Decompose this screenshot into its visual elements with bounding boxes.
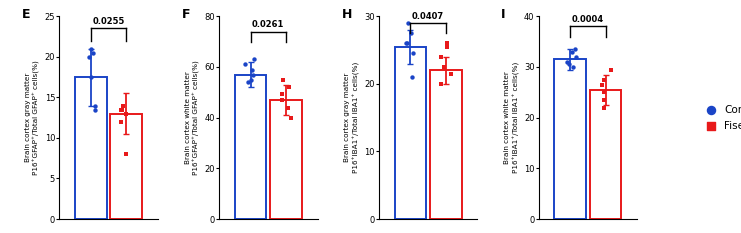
Point (406, 75, 418, 79)
Y-axis label: Brain cortex white matter
P16⁺GFAP⁺/Total GFAP⁺ cells(%): Brain cortex white matter P16⁺GFAP⁺/Tota… (185, 60, 200, 175)
Point (598, 78, 610, 82)
Bar (110, 114, 142, 219)
Point (401, 41, 413, 45)
Point (566, 50, 578, 54)
Bar (235, 75, 266, 219)
Bar (394, 47, 426, 219)
Point (242, 80, 253, 84)
Point (598, 98, 610, 102)
Text: 0.0261: 0.0261 (252, 21, 285, 30)
Point (283, 85, 295, 89)
Point (85, 47, 97, 51)
Bar (590, 90, 622, 219)
Point (441, 45, 453, 49)
Point (247, 73, 259, 76)
Point (435, 82, 447, 86)
Point (85, 75, 97, 79)
Point (239, 63, 251, 66)
Y-axis label: Brain cortex white matter
P16⁺IBA1⁺/Total IBA1⁺ cells(%): Brain cortex white matter P16⁺IBA1⁺/Tota… (504, 62, 519, 173)
Text: 0.0407: 0.0407 (412, 12, 444, 21)
Point (402, 21, 414, 25)
Point (561, 60, 573, 64)
Text: E: E (21, 8, 30, 21)
Bar (75, 77, 107, 219)
Point (442, 41, 453, 45)
Point (562, 63, 574, 66)
Text: 0.0255: 0.0255 (93, 17, 124, 27)
Y-axis label: Brain cortex gray matter
P16⁺GFAP⁺/Total GFAP⁺ cells(%): Brain cortex gray matter P16⁺GFAP⁺/Total… (25, 60, 41, 175)
Point (120, 152, 132, 156)
Text: 0.0004: 0.0004 (572, 15, 604, 24)
Point (405, 31, 416, 35)
Bar (270, 100, 302, 219)
Point (89, 108, 101, 111)
Point (605, 68, 617, 71)
Point (245, 78, 256, 82)
Point (439, 65, 451, 69)
Point (445, 72, 456, 75)
Bar (430, 70, 462, 219)
Bar (554, 59, 586, 219)
Text: F: F (182, 8, 190, 21)
Point (276, 98, 288, 102)
Point (89, 104, 101, 107)
Point (567, 65, 579, 69)
Point (87, 51, 99, 55)
Point (399, 41, 411, 45)
Point (435, 55, 447, 59)
Text: H: H (342, 8, 352, 21)
Point (120, 112, 132, 116)
Point (276, 92, 288, 96)
Point (596, 83, 608, 87)
Text: I: I (501, 8, 505, 21)
Point (116, 108, 127, 111)
Point (285, 116, 297, 120)
Point (247, 58, 259, 61)
Point (277, 78, 289, 82)
Point (598, 106, 610, 110)
Point (82, 55, 94, 59)
Point (116, 120, 127, 123)
Point (246, 68, 258, 71)
Point (599, 90, 611, 94)
Point (570, 55, 582, 59)
Point (117, 104, 129, 107)
Point (408, 52, 419, 55)
Y-axis label: Brain cortex gray matter
P16⁺IBA1⁺/Total IBA1⁺ cells(%): Brain cortex gray matter P16⁺IBA1⁺/Total… (345, 62, 360, 173)
Legend: Control, Fisetin: Control, Fisetin (700, 105, 741, 131)
Point (282, 106, 294, 110)
Point (116, 108, 128, 111)
Point (569, 47, 581, 51)
